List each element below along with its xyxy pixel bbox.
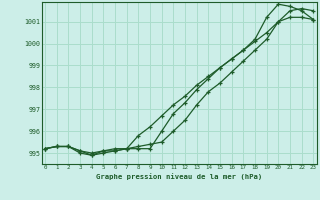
X-axis label: Graphe pression niveau de la mer (hPa): Graphe pression niveau de la mer (hPa) xyxy=(96,173,262,180)
